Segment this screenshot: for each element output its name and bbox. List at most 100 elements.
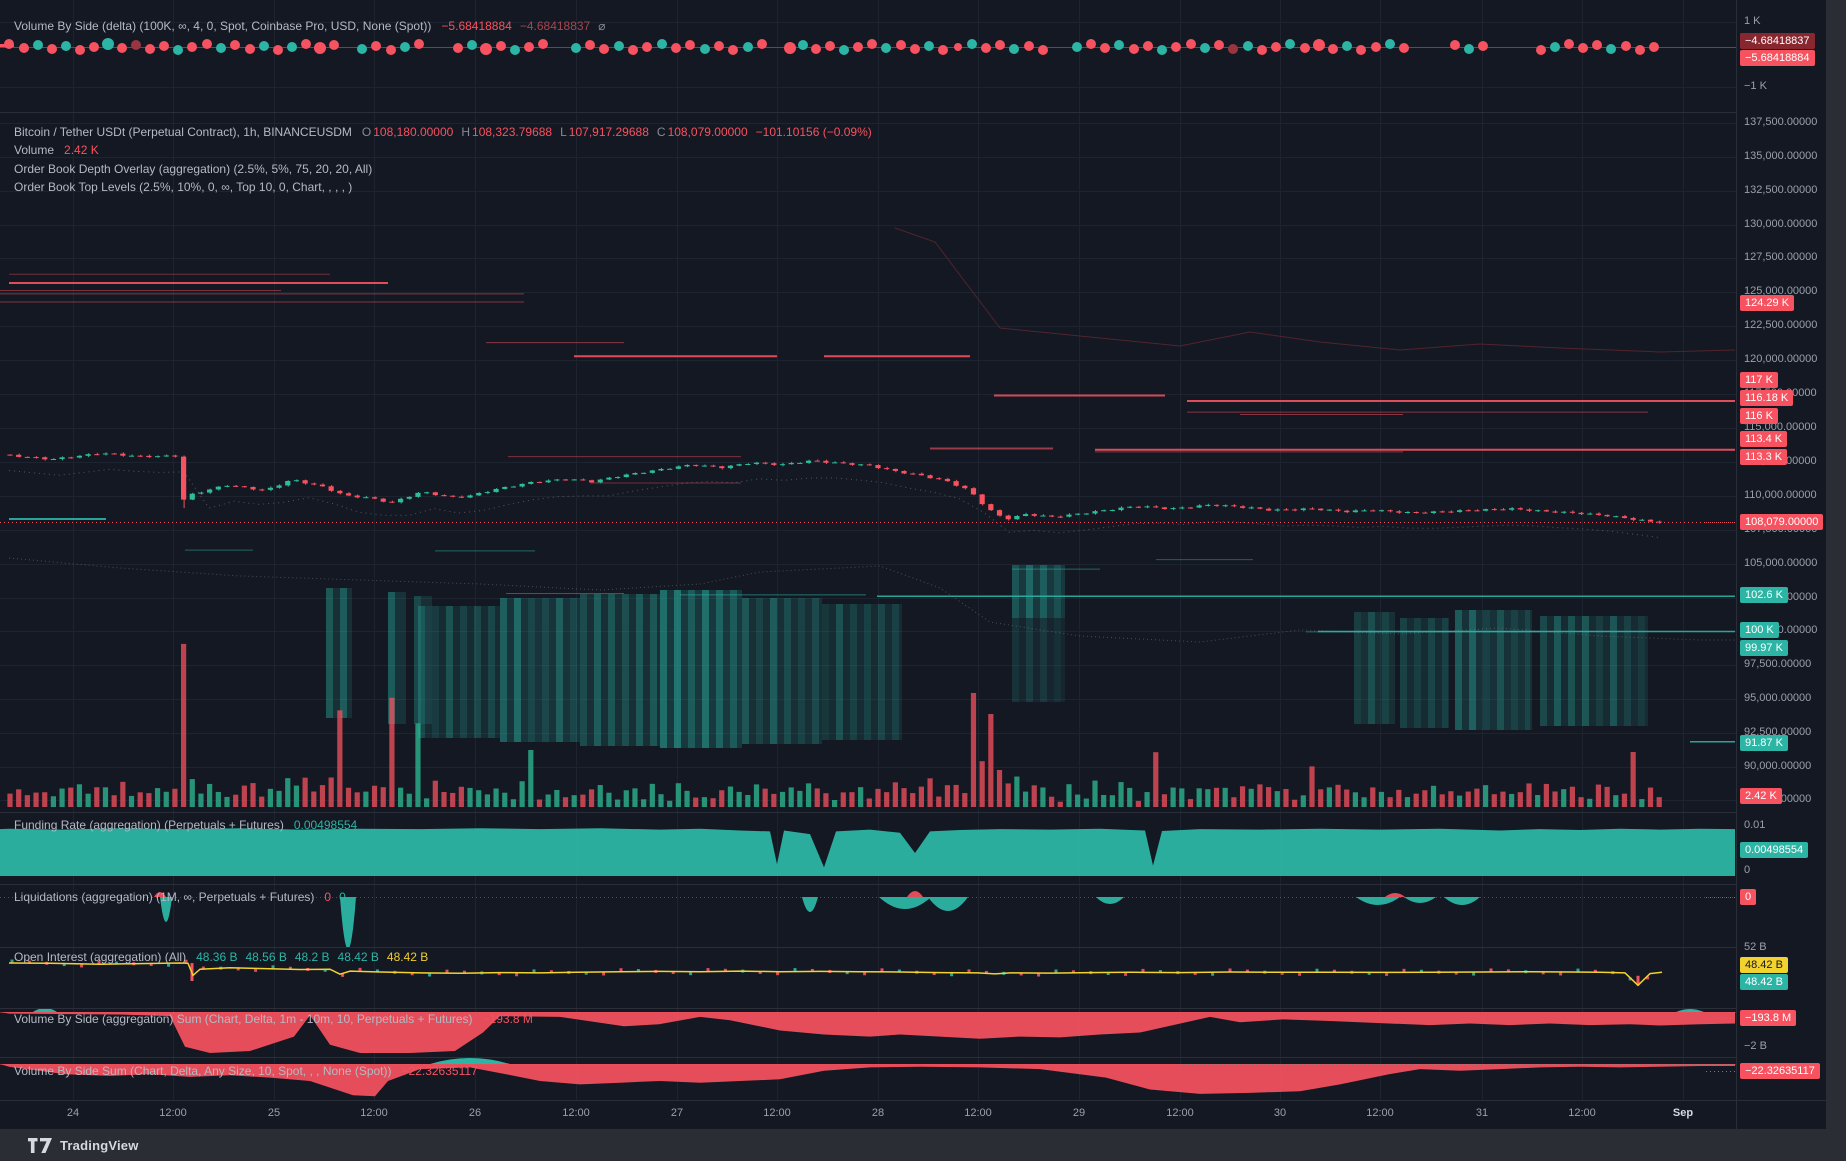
legend-vbs-sum-value-1: −22.32635117 (401, 1064, 478, 1078)
time-axis-label: 12:00 (763, 1107, 791, 1119)
price-axis-label: 90,000.00000 (1744, 760, 1812, 772)
price-axis-badge: 0.00498554 (1740, 842, 1809, 858)
legend-ob-top-levels[interactable]: Order Book Top Levels (2.5%, 10%, 0, ∞, … (14, 178, 362, 196)
price-axis-badge: 102.6 K (1740, 587, 1788, 603)
legend-open-interest-value-3: 48.2 B (294, 950, 330, 964)
price-axis-label: 0 (1744, 864, 1751, 876)
price-axis-badge: 117 K (1740, 372, 1778, 388)
legend-funding-rate-value-1: 0.00498554 (293, 818, 358, 832)
time-axis-label: 26 (468, 1107, 482, 1119)
legend-open-interest[interactable]: Open Interest (aggregation) (All) 48.36 B… (14, 948, 436, 966)
legend-delta-value-3: ⌀ (598, 19, 606, 33)
legend-open-interest-value-5: 48.42 B (386, 950, 429, 964)
time-axis-label: 12:00 (562, 1107, 590, 1119)
legend-volume[interactable]: Volume 2.42 K (14, 141, 107, 159)
price-axis-label: 105,000.00000 (1744, 557, 1818, 569)
legend-symbol-value-2: 108,180.00000 (373, 125, 454, 139)
price-axis-label: 132,500.00000 (1744, 184, 1818, 196)
legend-volume-title: Volume (14, 143, 55, 157)
chart-plot-area[interactable] (0, 0, 1736, 1100)
legend-open-interest-value-2: 48.56 B (245, 950, 287, 964)
legend-open-interest-title: Open Interest (aggregation) (All) (14, 950, 187, 964)
legend-liquidations[interactable]: Liquidations (aggregation) (1M, ∞, Perpe… (14, 888, 354, 906)
legend-funding-rate[interactable]: Funding Rate (aggregation) (Perpetuals +… (14, 816, 365, 834)
legend-delta-value-2: −4.68418837 (519, 19, 591, 33)
legend-delta-value-1: −5.68418884 (441, 19, 512, 33)
legend-open-interest-value-4: 48.42 B (337, 950, 379, 964)
time-axis-label: 28 (871, 1107, 885, 1119)
price-scale[interactable]: 1 K −1 K 137,500.00000 135,000.00000 132,500… (1737, 0, 1826, 1129)
pane-open-interest (8, 959, 1663, 987)
pane-funding-rate (0, 828, 1735, 876)
price-axis-label: 120,000.00000 (1744, 353, 1818, 365)
legend-symbol[interactable]: Bitcoin / Tether USDt (Perpetual Contrac… (14, 123, 880, 141)
price-axis-label: 125,000.00000 (1744, 285, 1818, 297)
price-axis-badge: 108,079.00000 (1740, 514, 1824, 530)
pane-vbs-aggregation-sum (0, 1009, 1736, 1053)
legend-vbs-agg-sum-title: Volume By Side (aggregation) Sum (Chart,… (14, 1012, 473, 1026)
legend-vbs-agg-sum[interactable]: Volume By Side (aggregation) Sum (Chart,… (14, 1010, 541, 1028)
price-axis-badge: 116 K (1740, 408, 1778, 424)
price-axis-badge: 0 (1740, 889, 1757, 905)
legend-vbs-sum[interactable]: Volume By Side Sum (Chart, Delta, Any Si… (14, 1062, 486, 1080)
legend-symbol-value-3: H (461, 125, 471, 139)
legend-funding-rate-title: Funding Rate (aggregation) (Perpetuals +… (14, 818, 284, 832)
legend-vbs-sum-title: Volume By Side Sum (Chart, Delta, Any Si… (14, 1064, 392, 1078)
price-axis-badge: 116.18 K (1740, 390, 1794, 406)
legend-symbol-value-8: 108,079.00000 (667, 125, 748, 139)
legend-ob-depth-title: Order Book Depth Overlay (aggregation) (… (14, 162, 373, 176)
price-axis-badge: 113.4 K (1740, 431, 1788, 447)
price-scale-border (1736, 0, 1737, 1129)
time-axis-label: Sep (1672, 1107, 1694, 1119)
legend-delta-title: Volume By Side (delta) (100K, ∞, 4, 0, S… (14, 19, 432, 33)
legend-symbol-value-5: L (560, 125, 567, 139)
price-axis-label: 122,500.00000 (1744, 319, 1818, 331)
price-axis-label: −2 B (1744, 1040, 1767, 1052)
price-axis-label: 130,000.00000 (1744, 218, 1818, 230)
price-axis-label: −1 K (1744, 80, 1767, 92)
time-axis-label: 25 (267, 1107, 281, 1119)
price-axis-badge: −4.68418837 (1740, 33, 1815, 49)
tradingview-logo-icon[interactable] (28, 1137, 52, 1153)
time-axis-label: 12:00 (360, 1107, 388, 1119)
legend-delta[interactable]: Volume By Side (delta) (100K, ∞, 4, 0, S… (14, 17, 607, 35)
price-axis-badge: −193.8 M (1740, 1010, 1797, 1026)
time-axis-label: 27 (670, 1107, 684, 1119)
price-axis-badge: 48.42 B (1740, 974, 1788, 990)
tradingview-logo-text[interactable]: TradingView (60, 1137, 139, 1153)
pane-main-chart (0, 227, 1736, 807)
legend-symbol-title: Bitcoin / Tether USDt (Perpetual Contrac… (14, 125, 352, 139)
bottom-toolbar: TradingView (0, 1129, 1846, 1161)
pane-liquidations (0, 891, 1736, 947)
price-axis-badge: −22.32635117 (1740, 1063, 1820, 1079)
time-axis-label: 29 (1072, 1107, 1086, 1119)
time-axis-label: 12:00 (1568, 1107, 1596, 1119)
price-axis-label: 135,000.00000 (1744, 150, 1818, 162)
right-gutter (1826, 0, 1846, 1129)
price-axis-label: 52 B (1744, 941, 1767, 953)
time-scale[interactable]: 24 12:00 25 12:00 26 12:00 27 12:00 28 12:00 29 12:… (0, 1100, 1826, 1129)
legend-symbol-value-4: 108,323.79688 (472, 125, 553, 139)
legend-volume-value-1: 2.42 K (64, 143, 99, 157)
price-axis-badge: 113.3 K (1740, 449, 1788, 465)
legend-liquidations-value-2: 0 (339, 890, 346, 904)
legend-vbs-agg-sum-value-1: −193.8 M (482, 1012, 533, 1026)
legend-symbol-value-9: −101.10156 (−0.09%) (755, 125, 872, 139)
time-axis-label: 12:00 (1166, 1107, 1194, 1119)
time-axis-label: 12:00 (964, 1107, 992, 1119)
price-axis-label: 0.01 (1744, 819, 1766, 831)
price-axis-label: 127,500.00000 (1744, 251, 1818, 263)
legend-ob-depth[interactable]: Order Book Depth Overlay (aggregation) (… (14, 160, 382, 178)
time-axis-label: 12:00 (1366, 1107, 1394, 1119)
legend-symbol-value-6: 107,917.29688 (568, 125, 649, 139)
price-axis-badge: −5.68418884 (1740, 50, 1815, 66)
price-axis-badge: 100 K (1740, 622, 1779, 638)
legend-liquidations-title: Liquidations (aggregation) (1M, ∞, Perpe… (14, 890, 315, 904)
price-axis-badge: 99.97 K (1740, 640, 1788, 656)
price-axis-label: 95,000.00000 (1744, 692, 1812, 704)
time-axis-label: 24 (66, 1107, 80, 1119)
legend-symbol-value-7: C (656, 125, 666, 139)
price-axis-badge: 2.42 K (1740, 788, 1782, 804)
pane-vbs-sum (0, 1058, 1736, 1097)
price-axis-badge: 91.87 K (1740, 735, 1788, 751)
